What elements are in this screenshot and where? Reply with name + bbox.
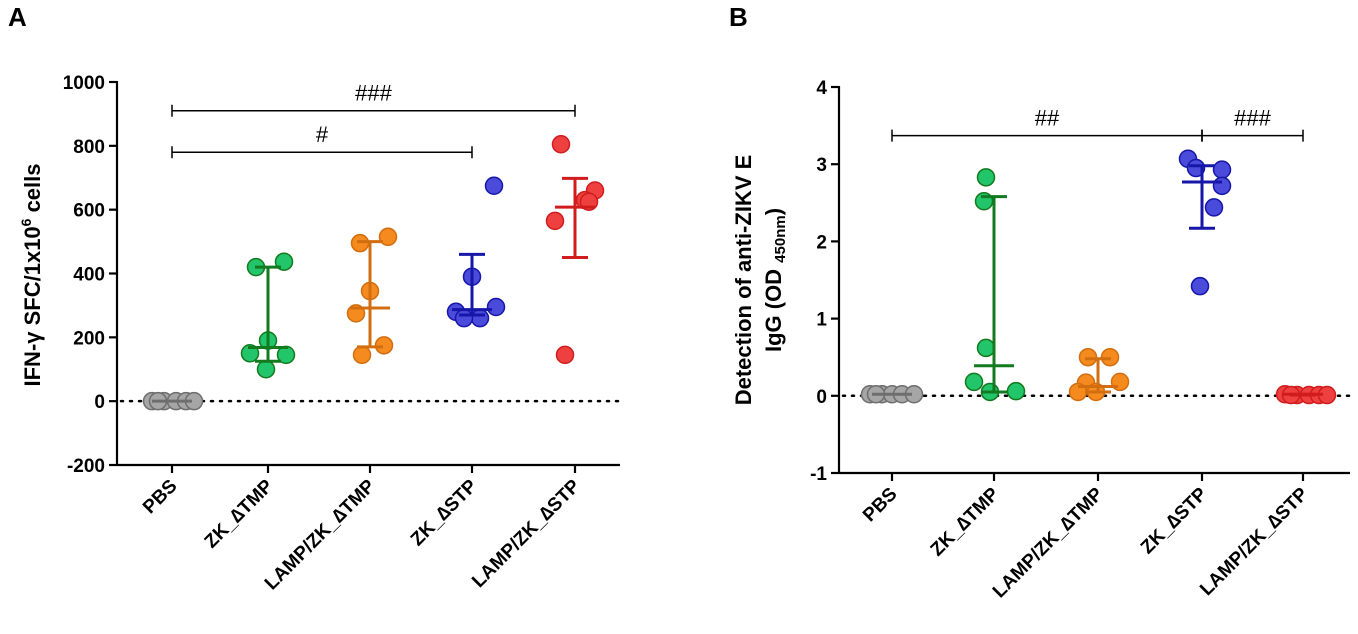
panel-a-data-point	[350, 233, 370, 253]
panel-a-significance-bracket	[171, 146, 473, 159]
panel-a-data-point	[378, 227, 398, 247]
panel-b-data-point	[976, 168, 996, 187]
panel-a-y-tick-label: -200	[67, 456, 105, 477]
panel-b-data-point	[1100, 347, 1120, 367]
panel-a-category-label: LAMP/ZK_∆STP	[468, 475, 585, 592]
panel-b-significance-bracket	[1201, 129, 1304, 142]
panel-b-y-tick-label: 4	[816, 78, 827, 99]
panel-b-data-point	[976, 338, 996, 358]
panel-a-y-tick-label: 1000	[63, 73, 105, 94]
panel-b-data-point	[1006, 381, 1026, 401]
panel-a-data-point	[545, 211, 565, 231]
panel-a-significance-bracket	[171, 104, 576, 117]
panel-letter-a: A	[8, 2, 27, 32]
panel-a-y-tick-label: 400	[73, 265, 105, 286]
panel-a-data-point	[486, 297, 506, 317]
panel-b-data-point	[1212, 160, 1232, 179]
panel-b-significance-bracket	[891, 129, 1203, 142]
panel-b-significance-label: ##	[1035, 106, 1060, 131]
panel-b-category-label: PBS	[859, 484, 901, 526]
panel-letter-b: B	[729, 2, 748, 32]
panel-b-data-point	[1212, 176, 1232, 196]
panel-a-data-point	[484, 176, 504, 195]
panel-a-category-label: PBS	[139, 476, 181, 518]
panel-b-y-tick-label: 2	[816, 232, 827, 253]
panel-b-data-point	[1078, 347, 1098, 367]
panel-b-y-tick-label: -1	[810, 464, 827, 485]
panel-b-category-label: LAMP/ZK_∆STP	[1196, 483, 1313, 600]
panel-a-y-axis-title: IFN-γ SFC/1x106 cells	[18, 163, 45, 386]
panel-b-data-point	[1204, 198, 1224, 217]
panel-a-data-point	[551, 134, 571, 154]
panel-b-significance-label: ###	[1234, 106, 1271, 131]
panel-a-y-tick-label: 600	[73, 201, 105, 222]
panel-b-y-tick-label: 3	[816, 155, 827, 176]
panel-b-data-point	[1190, 276, 1210, 296]
panel-a-y-tick-label: 0	[94, 392, 105, 413]
panel-a-y-tick-label: 200	[73, 328, 105, 349]
panel-b-data-point	[964, 372, 984, 392]
panel-a-data-point	[374, 336, 394, 355]
panel-a-significance-label: ###	[355, 81, 392, 106]
panel-b-y-tick-label: 0	[816, 387, 827, 408]
panel-a-data-point	[256, 360, 276, 379]
panel-b-y-axis-title-line1: Detection of anti-ZIKV E	[731, 155, 756, 406]
panel-a-category-label: ZK_∆TMP	[201, 475, 278, 552]
panel-b-y-tick-label: 1	[816, 310, 827, 331]
panel-a-category-label: ZK_∆STP	[407, 475, 482, 550]
panel-a-data-point	[454, 308, 474, 328]
panel-a-data-point	[555, 345, 575, 365]
panel-a-data-point	[470, 308, 490, 328]
panel-b-y-axis-title-line2: IgG (OD 450nm)	[761, 208, 789, 352]
panel-b-category-label: LAMP/ZK_∆TMP	[989, 483, 1108, 602]
panel-a-y-tick-label: 800	[73, 137, 105, 158]
panel-b-data-point	[1186, 158, 1206, 178]
panel-b-category-label: ZK_∆STP	[1137, 483, 1212, 558]
panel-a-significance-label: #	[316, 122, 329, 147]
panel-a-data-point	[352, 345, 372, 365]
panel-b-category-label: ZK_∆TMP	[927, 483, 1004, 560]
panel-a-category-label: LAMP/ZK_∆TMP	[261, 475, 380, 594]
